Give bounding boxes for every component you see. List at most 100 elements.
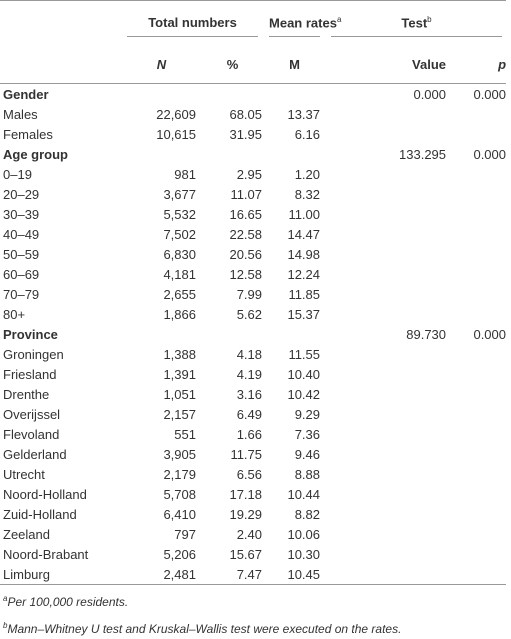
empty-cell bbox=[324, 424, 446, 444]
empty-header bbox=[0, 45, 120, 84]
data-cell: 7.36 bbox=[294, 426, 321, 442]
data-cell: 68.05 bbox=[229, 106, 263, 122]
data-row: Zuid-Holland 6,410 19.29 8.82 bbox=[0, 504, 506, 524]
data-cell: 20.56 bbox=[229, 246, 263, 262]
group-text: Total numbers bbox=[148, 15, 237, 30]
test-value: 133.295 bbox=[399, 146, 447, 162]
data-cell: 10.42 bbox=[287, 386, 321, 402]
p-value: 0.000 bbox=[473, 326, 507, 342]
empty-cell bbox=[120, 324, 200, 344]
data-cell: 1,051 bbox=[163, 386, 196, 402]
empty-cell bbox=[446, 564, 506, 585]
data-cell: 2.40 bbox=[236, 526, 263, 542]
data-cell: 5,708 bbox=[163, 486, 196, 502]
data-cell: 6.56 bbox=[236, 466, 263, 482]
empty-cell bbox=[324, 184, 446, 204]
data-cell: 11.85 bbox=[288, 286, 321, 302]
data-cell: 11.00 bbox=[288, 206, 321, 222]
data-cell: 9.46 bbox=[294, 446, 321, 462]
empty-cell bbox=[324, 224, 446, 244]
data-cell: 10,615 bbox=[156, 126, 196, 142]
empty-cell bbox=[200, 144, 262, 164]
empty-cell bbox=[446, 104, 506, 124]
data-cell: 14.47 bbox=[287, 226, 321, 242]
data-row: Males 22,609 68.05 13.37 bbox=[0, 104, 506, 124]
empty-cell bbox=[324, 444, 446, 464]
empty-cell bbox=[324, 364, 446, 384]
data-cell: 11.55 bbox=[288, 346, 321, 362]
data-cell: 14.98 bbox=[287, 246, 321, 262]
data-row: Overijssel 2,157 6.49 9.29 bbox=[0, 404, 506, 424]
footnote: aPer 100,000 residents. bbox=[3, 589, 511, 612]
data-cell: 1,866 bbox=[163, 306, 196, 322]
data-cell: 4,181 bbox=[163, 266, 196, 282]
empty-cell bbox=[200, 324, 262, 344]
data-cell: 10.30 bbox=[287, 546, 321, 562]
data-cell: 22,609 bbox=[156, 106, 196, 122]
data-cell: 19.29 bbox=[229, 506, 263, 522]
data-cell: 6.16 bbox=[294, 126, 321, 142]
section-title: Gender bbox=[3, 86, 49, 102]
empty-cell bbox=[446, 404, 506, 424]
empty-cell bbox=[446, 184, 506, 204]
empty-cell bbox=[262, 144, 324, 164]
empty-cell bbox=[324, 544, 446, 564]
row-label: 60–69 bbox=[3, 266, 40, 282]
group-header: Total numbers bbox=[120, 1, 262, 46]
empty-header bbox=[0, 1, 120, 46]
row-label: 50–59 bbox=[3, 246, 40, 262]
data-cell: 6,410 bbox=[163, 506, 196, 522]
section-title: Province bbox=[3, 326, 58, 342]
column-header: % bbox=[200, 45, 263, 84]
data-table: Total numbers Mean ratesa Testb N% M Value p G… bbox=[0, 0, 507, 585]
row-label: Friesland bbox=[3, 366, 57, 382]
data-cell: 3,905 bbox=[163, 446, 196, 462]
empty-cell bbox=[446, 484, 506, 504]
data-cell: 4.19 bbox=[236, 366, 263, 382]
empty-cell bbox=[446, 284, 506, 304]
empty-cell bbox=[324, 484, 446, 504]
row-label: Males bbox=[3, 106, 38, 122]
data-row: Drenthe 1,051 3.16 10.42 bbox=[0, 384, 506, 404]
data-cell: 10.44 bbox=[287, 486, 321, 502]
empty-cell bbox=[446, 544, 506, 564]
column-header: p bbox=[446, 45, 507, 84]
empty-cell bbox=[446, 164, 506, 184]
empty-cell bbox=[324, 164, 446, 184]
data-cell: 2,655 bbox=[163, 286, 196, 302]
footnote-mark: a bbox=[3, 594, 8, 603]
data-cell: 15.37 bbox=[287, 306, 321, 322]
empty-cell bbox=[324, 464, 446, 484]
data-cell: 16.65 bbox=[229, 206, 263, 222]
data-cell: 1,388 bbox=[163, 346, 196, 362]
p-value: 0.000 bbox=[473, 146, 507, 162]
data-cell: 12.24 bbox=[287, 266, 321, 282]
data-row: Females 10,615 31.95 6.16 bbox=[0, 124, 506, 144]
row-label: 40–49 bbox=[3, 226, 40, 242]
data-cell: 9.29 bbox=[294, 406, 321, 422]
empty-cell bbox=[324, 524, 446, 544]
data-row: Limburg 2,481 7.47 10.45 bbox=[0, 564, 506, 585]
group-header: Testb bbox=[324, 1, 506, 46]
footnote: bMann–Whitney U test and Kruskal–Wallis … bbox=[3, 616, 511, 639]
empty-cell bbox=[446, 204, 506, 224]
section-row: Province 89.730 0.000 bbox=[0, 324, 506, 344]
empty-cell bbox=[446, 124, 506, 144]
row-label: 80+ bbox=[3, 306, 26, 322]
empty-cell bbox=[324, 504, 446, 524]
section-row: Age group 133.295 0.000 bbox=[0, 144, 506, 164]
empty-cell bbox=[446, 444, 506, 464]
empty-cell bbox=[324, 384, 446, 404]
data-cell: 8.82 bbox=[294, 506, 321, 522]
data-cell: 17.18 bbox=[229, 486, 263, 502]
empty-cell bbox=[324, 344, 446, 364]
empty-cell bbox=[324, 304, 446, 324]
data-cell: 797 bbox=[174, 526, 196, 542]
empty-cell bbox=[446, 344, 506, 364]
data-cell: 6,830 bbox=[163, 246, 196, 262]
column-header: Value bbox=[324, 45, 447, 84]
data-row: 70–79 2,655 7.99 11.85 bbox=[0, 284, 506, 304]
row-label: Limburg bbox=[3, 566, 50, 582]
data-row: 0–19 981 2.95 1.20 bbox=[0, 164, 506, 184]
